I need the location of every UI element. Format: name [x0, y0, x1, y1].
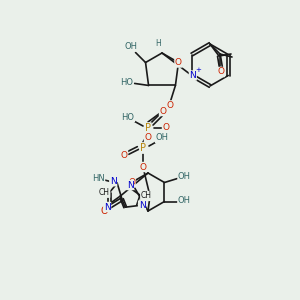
- Text: N: N: [104, 202, 111, 211]
- Text: OH: OH: [155, 134, 169, 142]
- Text: P: P: [145, 123, 151, 133]
- Text: P: P: [140, 143, 146, 153]
- Text: O: O: [128, 178, 135, 187]
- Text: O: O: [160, 106, 167, 116]
- Text: O: O: [175, 58, 182, 67]
- Text: H: H: [155, 40, 161, 49]
- Text: HO: HO: [120, 78, 133, 87]
- Text: HN: HN: [92, 174, 105, 183]
- Text: OH: OH: [178, 196, 191, 205]
- Text: OH: OH: [178, 172, 191, 181]
- Text: N: N: [139, 201, 145, 210]
- Text: O: O: [121, 151, 128, 160]
- Text: CH: CH: [141, 191, 152, 200]
- Text: O: O: [218, 68, 224, 76]
- Text: N: N: [189, 71, 196, 80]
- Text: O: O: [163, 124, 170, 133]
- Text: N: N: [110, 177, 117, 186]
- Text: O: O: [167, 101, 174, 110]
- Text: CH: CH: [99, 188, 110, 197]
- Text: OH: OH: [124, 42, 137, 51]
- Text: O: O: [100, 206, 108, 216]
- Text: O: O: [145, 134, 152, 142]
- Text: +: +: [195, 68, 201, 74]
- Text: O: O: [140, 163, 146, 172]
- Text: N: N: [127, 181, 134, 190]
- Text: HO: HO: [122, 112, 134, 122]
